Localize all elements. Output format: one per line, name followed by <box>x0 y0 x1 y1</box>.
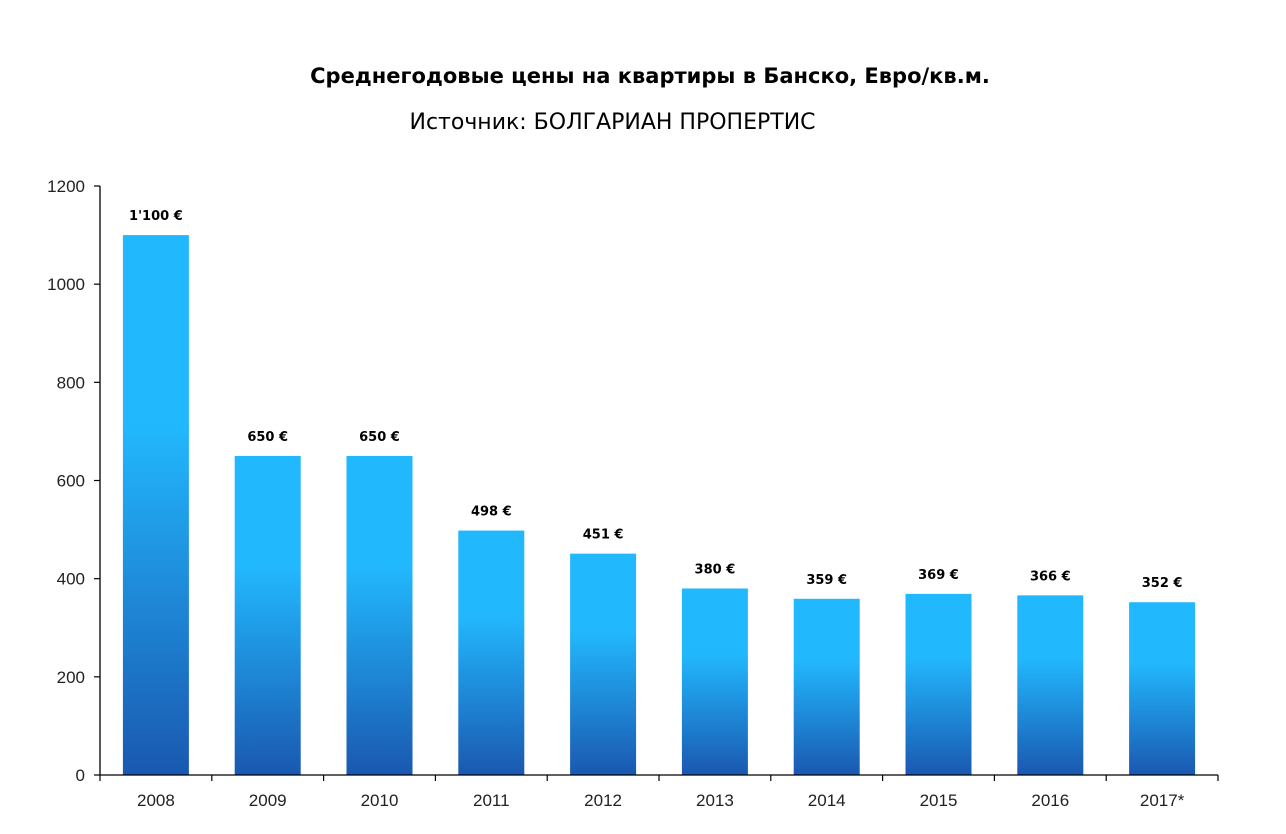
bar-2013 <box>681 588 748 775</box>
data-label: 359 € <box>806 573 847 588</box>
chart-title: Среднегодовые цены на квартиры в Банско,… <box>310 64 990 88</box>
y-tick-label: 800 <box>57 373 85 392</box>
y-tick-label: 1200 <box>47 177 85 196</box>
y-tick-label: 1000 <box>47 275 85 294</box>
bar-2015 <box>905 593 972 775</box>
x-tick-label: 2012 <box>584 791 622 810</box>
chart-subtitle: Источник: БОЛГАРИАН ПРОПЕРТИС <box>409 110 816 135</box>
x-tick-label: 2015 <box>920 791 958 810</box>
y-tick-label: 200 <box>57 668 85 687</box>
bar-2011 <box>458 530 525 775</box>
x-tick-label: 2017* <box>1140 791 1185 810</box>
bar-2016 <box>1017 595 1084 775</box>
x-tick-label: 2011 <box>473 791 510 810</box>
x-tick-label: 2009 <box>249 791 287 810</box>
y-tick-label: 0 <box>76 766 85 785</box>
bar-2008 <box>122 235 189 776</box>
bar-2009 <box>234 455 301 775</box>
data-label: 352 € <box>1142 576 1183 591</box>
bar-2010 <box>346 455 413 775</box>
bar-2012 <box>570 553 637 775</box>
data-label: 380 € <box>695 562 736 577</box>
data-label: 650 € <box>247 430 288 445</box>
x-tick-label: 2010 <box>361 791 399 810</box>
data-label: 650 € <box>359 430 400 445</box>
y-tick-label: 400 <box>57 570 85 589</box>
data-label: 369 € <box>918 568 959 583</box>
data-label: 1'100 € <box>129 209 183 224</box>
x-tick-label: 2008 <box>137 791 175 810</box>
x-tick-label: 2014 <box>808 791 846 810</box>
data-label: 498 € <box>471 505 512 520</box>
bar-2014 <box>793 598 860 775</box>
x-tick-label: 2016 <box>1031 791 1069 810</box>
bar-2017* <box>1129 602 1196 775</box>
data-label: 366 € <box>1030 569 1071 584</box>
data-label: 451 € <box>583 528 624 543</box>
y-tick-label: 600 <box>57 472 85 491</box>
x-tick-label: 2013 <box>696 791 734 810</box>
